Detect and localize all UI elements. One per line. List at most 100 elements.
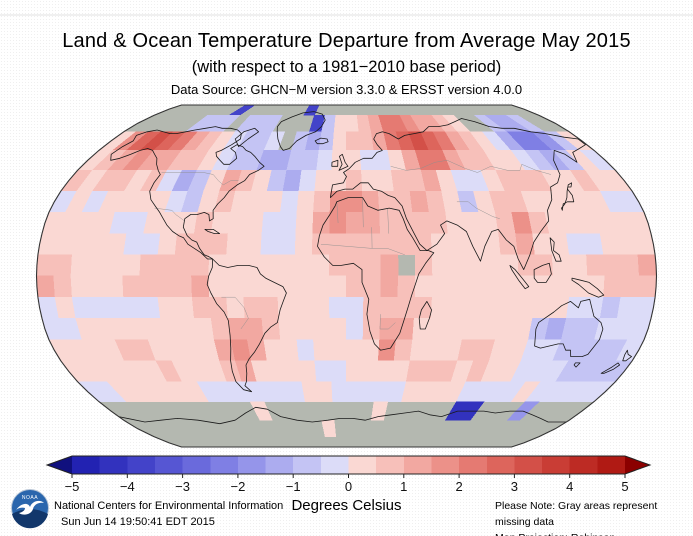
grid-cell xyxy=(331,381,347,402)
grid-cell xyxy=(242,275,262,298)
grid-cell xyxy=(637,254,657,277)
colorbar: −5 −4 −3 −2 −1 0 1 2 3 4 5 xyxy=(45,455,652,494)
colorbar-tick-label: −5 xyxy=(65,479,80,494)
grid-cell xyxy=(243,233,263,256)
grid-cell xyxy=(311,275,330,298)
grid-cell xyxy=(311,254,330,277)
grid-cell xyxy=(329,233,347,256)
colorbar-segment xyxy=(127,456,156,474)
colorbar-segment xyxy=(486,456,515,474)
grid-cell xyxy=(191,296,212,319)
colorbar-tick-label: 3 xyxy=(511,479,518,494)
grid-cell xyxy=(483,254,502,277)
grid-cell xyxy=(363,275,382,298)
grid-cell xyxy=(173,275,193,298)
grid-cell xyxy=(53,275,73,298)
grid-cell xyxy=(294,254,313,277)
grid-cell xyxy=(313,190,331,213)
grid-cell xyxy=(346,131,361,151)
grid-cell xyxy=(449,254,468,277)
grid-cell xyxy=(139,275,159,298)
colorbar-tick-label: −4 xyxy=(120,479,135,494)
grid-cell xyxy=(361,360,379,382)
colorbar-arrow-left xyxy=(47,456,72,474)
grid-cell xyxy=(123,233,144,256)
grid-cell xyxy=(363,254,382,277)
seagull-icon xyxy=(16,500,44,515)
grid-cell xyxy=(412,212,432,234)
grid-cell xyxy=(226,233,246,256)
grid-cell xyxy=(122,275,142,298)
grid-cell xyxy=(498,296,519,319)
grid-cell xyxy=(328,275,347,298)
grid-cell xyxy=(261,212,281,234)
grid-cell xyxy=(244,212,265,234)
grid-cell xyxy=(193,212,215,234)
grid-cell xyxy=(346,254,365,277)
grid-cell xyxy=(294,296,314,319)
grid-cell xyxy=(105,254,124,277)
grid-cell xyxy=(346,381,362,402)
grid-cell xyxy=(431,254,451,277)
grid-cell xyxy=(346,275,365,298)
grid-cell xyxy=(123,296,144,319)
grid-cell xyxy=(122,254,142,277)
footer-right: Please Note: Gray areas represent missin… xyxy=(495,498,693,536)
grid-cell xyxy=(414,275,433,298)
grid-cell xyxy=(329,318,347,340)
grid-cell xyxy=(483,275,502,298)
grid-cell xyxy=(157,296,178,319)
grid-cell xyxy=(569,254,588,277)
colorbar-segment xyxy=(99,456,128,474)
grid-cell xyxy=(278,212,298,234)
grid-cell xyxy=(156,254,176,277)
grid-cell xyxy=(359,381,377,402)
colorbar-segment xyxy=(72,456,100,474)
grid-cell xyxy=(500,275,520,298)
grid-cell xyxy=(603,275,623,298)
grid-cell xyxy=(346,318,364,340)
grid-cell xyxy=(534,254,554,277)
org-name: National Centers for Environmental Infor… xyxy=(54,500,284,512)
grid-cell xyxy=(89,296,111,319)
colorbar-label: Degrees Celsius xyxy=(291,497,402,514)
grid-cell xyxy=(620,254,640,277)
grid-cell xyxy=(363,296,382,319)
grid-cell xyxy=(87,275,107,298)
grid-cell xyxy=(445,212,466,234)
grid-cell xyxy=(346,233,364,256)
grid-cell xyxy=(106,233,127,256)
colorbar-segment xyxy=(237,456,266,474)
chart-title: Land & Ocean Temperature Departure from … xyxy=(62,30,631,52)
grid-cell xyxy=(461,318,483,340)
grid-cell xyxy=(280,190,300,213)
grid-cell xyxy=(532,233,553,256)
grid-cell xyxy=(445,318,466,340)
grid-cell xyxy=(346,296,364,319)
grid-cell xyxy=(318,131,335,151)
grid-cell xyxy=(346,115,360,133)
grid-cell xyxy=(362,339,380,362)
grid-cell xyxy=(173,254,193,277)
colorbar-tick-label: −2 xyxy=(230,479,245,494)
grid-cell xyxy=(106,296,127,319)
colorbar-segment xyxy=(348,456,377,474)
grid-cell xyxy=(53,254,73,277)
grid-cell xyxy=(346,360,363,382)
grid-cell xyxy=(498,233,519,256)
colorbar-segment xyxy=(459,456,488,474)
grid-cell xyxy=(227,212,248,234)
colorbar-segment xyxy=(431,456,460,474)
grid-cell xyxy=(316,381,334,402)
colorbar-segment xyxy=(210,456,239,474)
grid-cell xyxy=(87,254,107,277)
grid-cell xyxy=(277,254,296,277)
grid-cell xyxy=(329,296,347,319)
grid-cell xyxy=(210,212,232,234)
country-borders xyxy=(154,160,551,330)
grid-cell xyxy=(534,275,554,298)
grid-cell xyxy=(139,254,159,277)
grid-cell xyxy=(431,275,451,298)
grid-cell xyxy=(260,254,279,277)
grid-cell xyxy=(397,275,416,298)
